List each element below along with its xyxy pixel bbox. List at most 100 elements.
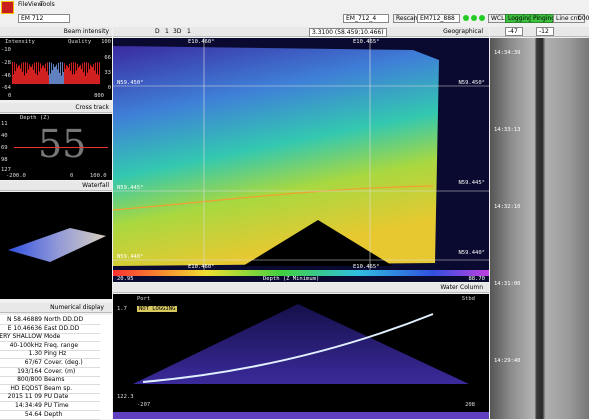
beam-bar (40, 63, 41, 84)
beam-bar (69, 63, 70, 84)
beam-bar (68, 67, 69, 84)
value-cell: 1.30 (28, 350, 42, 358)
color-scale (113, 270, 489, 276)
row-line (0, 332, 100, 334)
beam-bar (80, 64, 81, 84)
beam-bar (81, 68, 82, 84)
grid-label: N59.445° (117, 185, 144, 191)
tick: -200.0 (6, 173, 26, 179)
beam-bar (75, 62, 76, 84)
time-label: 14:33:13 (494, 127, 521, 133)
scale-title: Depth (Z Minimum) (263, 276, 320, 282)
beam-bar (58, 62, 59, 84)
min-spinner[interactable]: -47 (505, 27, 523, 36)
beam-bar (50, 73, 51, 84)
view-select[interactable]: Numerical display (50, 304, 104, 311)
beam-bar (25, 62, 26, 84)
view-select[interactable]: Water Column (440, 284, 483, 291)
value-cell: E 10.46636 (7, 324, 42, 332)
tool[interactable]: 1 (187, 28, 191, 35)
beam-bar (56, 64, 57, 84)
grid-label: E10.460° (188, 264, 215, 270)
tick: -64 (1, 85, 11, 91)
waterfall-plot (0, 192, 112, 299)
tool[interactable]: 3D (173, 28, 182, 35)
grid-label: N59.440° (117, 254, 144, 260)
axis-label: Intensity (5, 39, 35, 45)
tick: -46 (1, 73, 11, 79)
tool[interactable]: D (155, 28, 160, 35)
label-cell: Freq. range (44, 341, 79, 349)
map-view: E10.460° E10.465° N59.450° N59.445° N59.… (113, 38, 489, 282)
beam-bar (31, 66, 32, 84)
menu-item[interactable]: Tools (40, 1, 55, 8)
water-column-toolbar: Water Column (113, 283, 489, 293)
tick: 122.3 (117, 394, 134, 400)
sensor-select[interactable]: EM_712_4 (343, 14, 389, 23)
label-cell: Mode (44, 333, 61, 341)
beam-bar (36, 62, 37, 84)
swath (133, 304, 469, 384)
beam-bar (49, 62, 50, 84)
cross-track-plot: Depth (Z) 55 11 40 69 98 127 -200.0 0 10… (0, 114, 112, 180)
axis-label: Depth (Z) (20, 115, 50, 121)
port-select[interactable]: EM712_888 (417, 14, 460, 23)
line-count: 0001 (578, 15, 589, 22)
beam-bar (46, 71, 47, 84)
tick: 0 (107, 85, 111, 91)
panel-header: Beam intensity (0, 27, 112, 37)
beam-bar (93, 64, 94, 84)
tick: -207 (137, 402, 151, 408)
beam-bar (34, 62, 35, 84)
grid-label: E10.465° (353, 39, 380, 45)
rescan-button[interactable]: Rescan (393, 14, 418, 23)
view-select[interactable]: Waterfall (82, 182, 109, 189)
value-cell: 67/67 (24, 359, 42, 366)
tool[interactable]: 1 (165, 28, 169, 35)
beam-bar (39, 71, 40, 84)
menu-item[interactable]: View (28, 1, 43, 8)
sidescan-toolbar: -47 -12 (490, 27, 589, 37)
panel-header: Numerical display (0, 303, 112, 313)
scale-max: 88.70 (468, 276, 485, 282)
beam-bar (62, 62, 63, 84)
tick: 33 (104, 70, 111, 76)
view-select[interactable]: Cross track (75, 104, 109, 111)
echosounder-select[interactable]: EM 712 (18, 14, 70, 23)
beam-bar (43, 65, 44, 84)
beam-bar (45, 63, 46, 84)
beam-bar (99, 62, 100, 84)
beam-bar (47, 62, 48, 84)
grid-label: E10.460° (188, 39, 215, 45)
beam-bar (14, 62, 15, 84)
value-cell: VERY SHALLOW (0, 333, 42, 341)
beam-bar (73, 62, 74, 84)
beam-bar (41, 68, 42, 84)
value-cell: 54.64 (24, 410, 42, 418)
max-spinner[interactable]: -12 (536, 27, 554, 36)
beam-bar (28, 69, 29, 84)
beam-bar (71, 62, 72, 84)
beam-bar (53, 64, 54, 84)
view-select[interactable]: Geographical (443, 28, 483, 35)
time-label: 14:31:00 (494, 281, 521, 287)
beam-graph (12, 62, 100, 84)
depth-line (14, 147, 108, 148)
beam-bar (38, 62, 39, 84)
beam-bar (85, 75, 86, 84)
map-toolbar: D 1 3D 1 3.3100 (58.459;10.466) Geograph… (113, 27, 489, 37)
beam-bar (24, 75, 25, 84)
beam-bar (35, 73, 36, 84)
view-select[interactable]: Beam intensity (63, 28, 109, 35)
menu-item[interactable]: File (18, 1, 29, 8)
sidescan-view: 14:34:39 14:33:13 14:32:10 14:31:00 14:29:40 (490, 38, 589, 419)
label-cell: Cover. (m) (44, 367, 76, 375)
cursor-position: 3.3100 (58.459;10.466) (309, 28, 387, 37)
beam-bar (29, 64, 30, 84)
beam-bar (88, 62, 89, 84)
logo[interactable] (1, 1, 14, 14)
bathymetry (113, 46, 439, 266)
beam-bar (13, 74, 14, 84)
beam-bar (94, 70, 95, 84)
beam-bar (21, 63, 22, 84)
